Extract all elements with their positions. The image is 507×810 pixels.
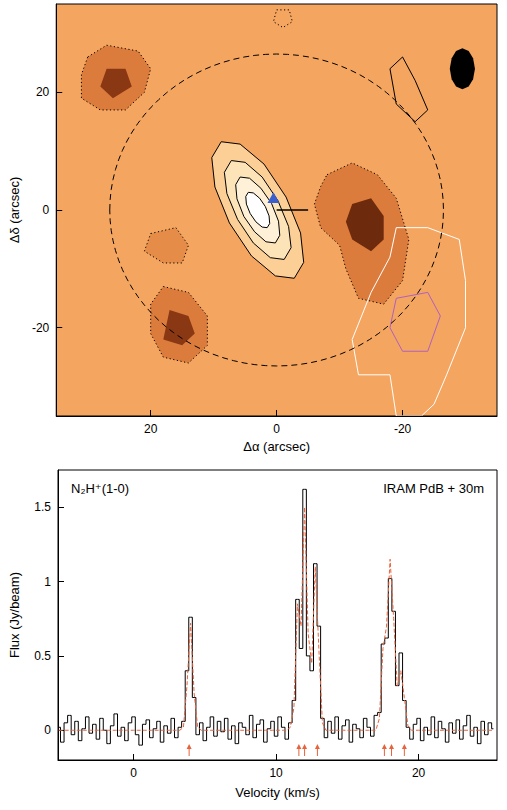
svg-text:0: 0	[130, 766, 137, 780]
svg-text:IRAM PdB + 30m: IRAM PdB + 30m	[383, 481, 484, 496]
svg-text:Flux (Jy/beam): Flux (Jy/beam)	[7, 572, 22, 658]
svg-text:Velocity (km/s): Velocity (km/s)	[235, 785, 320, 800]
svg-text:20: 20	[412, 766, 426, 780]
svg-text:0: 0	[44, 723, 51, 737]
svg-text:N₂H⁺(1-0): N₂H⁺(1-0)	[71, 481, 129, 496]
svg-text:20: 20	[144, 422, 158, 436]
svg-text:20: 20	[36, 85, 50, 99]
svg-text:10: 10	[269, 766, 283, 780]
svg-text:0: 0	[43, 203, 50, 217]
svg-text:1.5: 1.5	[34, 500, 51, 514]
svg-text:Δδ (arcsec): Δδ (arcsec)	[7, 177, 22, 243]
svg-text:0: 0	[273, 422, 280, 436]
svg-text:-20: -20	[394, 422, 412, 436]
svg-text:-20: -20	[32, 321, 50, 335]
svg-text:1: 1	[44, 575, 51, 589]
svg-text:0.5: 0.5	[34, 649, 51, 663]
svg-text:Δα (arcsec): Δα (arcsec)	[243, 439, 310, 454]
